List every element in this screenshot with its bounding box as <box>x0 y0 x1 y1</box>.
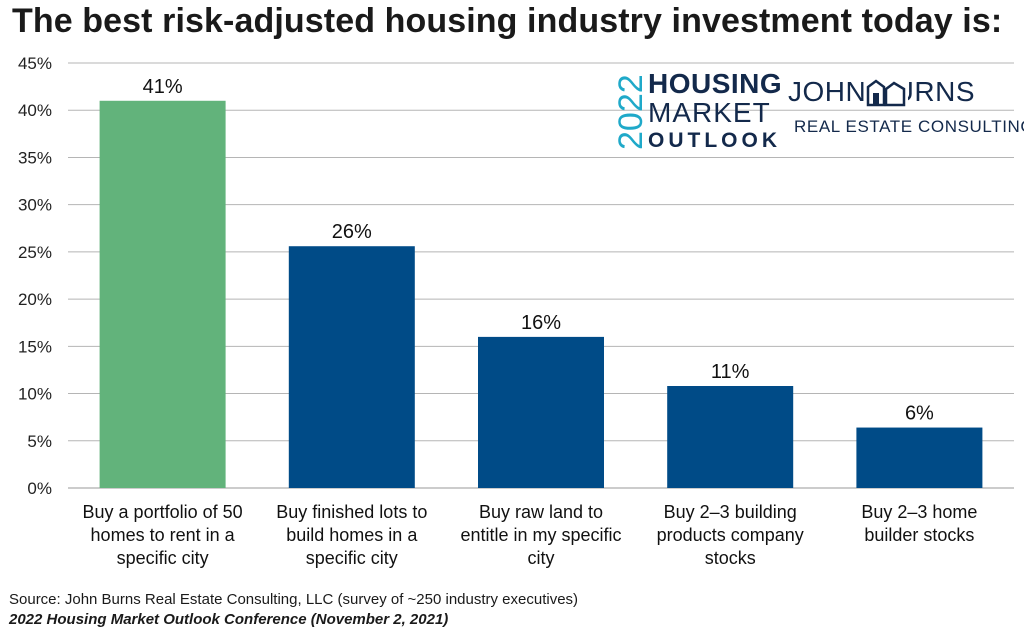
logo-group: 2022 HOUSING MARKET OUTLOOK JOHN BURNS R… <box>612 68 1024 152</box>
category-label-line: stocks <box>705 548 756 568</box>
logo-line-housing: HOUSING <box>648 68 783 99</box>
y-tick-label: 35% <box>18 148 52 167</box>
y-tick-label: 15% <box>18 337 52 356</box>
y-tick-label: 40% <box>18 101 52 120</box>
chart-title: The best risk-adjusted housing industry … <box>12 2 1003 40</box>
category-labels: Buy a portfolio of 50 homes to rent in a s… <box>83 502 978 568</box>
y-tick-label: 30% <box>18 196 52 215</box>
y-tick-label: 5% <box>27 432 52 451</box>
bars <box>99 100 983 489</box>
category-label-line: Buy 2–3 home <box>861 502 977 522</box>
data-label: 6% <box>905 403 934 425</box>
y-tick-label: 20% <box>18 290 52 309</box>
data-label: 41% <box>143 76 183 98</box>
logo-line-outlook: OUTLOOK <box>648 129 781 152</box>
housing-market-outlook-logo: HOUSING MARKET OUTLOOK <box>648 68 783 152</box>
category-label: Buy 2–3 home builder stocks <box>861 502 977 545</box>
year-mark: 2022 <box>612 74 646 150</box>
category-label-line: builder stocks <box>864 525 974 545</box>
data-label: 26% <box>332 221 372 243</box>
category-label: Buy finished lots to build homes in a spec… <box>276 502 427 568</box>
house-mark-icon <box>864 79 908 107</box>
category-label-line: Buy 2–3 building <box>664 502 797 522</box>
john-burns-logo: JOHN BURNS REAL ESTATE CONSULTING <box>788 76 1024 146</box>
logo-line-market: MARKET <box>648 97 771 128</box>
bar <box>478 336 604 488</box>
category-label-line: homes to rent in a <box>91 525 236 545</box>
category-label-line: Buy a portfolio of 50 <box>83 502 243 522</box>
y-tick-label: 10% <box>18 385 52 404</box>
bar <box>856 427 983 488</box>
y-axis-ticks: 0% 5% 10% 15% 20% 25% 30% 35% 40% 45% <box>18 54 52 498</box>
category-label-line: city <box>528 548 555 568</box>
logo-year: 2022 <box>612 74 646 150</box>
company-tagline: REAL ESTATE CONSULTING <box>794 117 1024 136</box>
y-tick-label: 45% <box>18 54 52 73</box>
y-tick-label: 25% <box>18 243 52 262</box>
bar <box>288 246 415 488</box>
category-label: Buy a portfolio of 50 homes to rent in a s… <box>83 502 243 568</box>
data-label: 11% <box>711 361 750 383</box>
category-label-line: entitle in my specific <box>460 525 621 545</box>
category-label-line: Buy finished lots to <box>276 502 427 522</box>
data-label: 16% <box>521 312 561 334</box>
category-label-line: build homes in a <box>286 525 418 545</box>
bar-chart: 0% 5% 10% 15% 20% 25% 30% 35% 40% 45% 41% 26% 16% 11… <box>18 54 1014 568</box>
category-label: Buy 2–3 building products company stocks <box>657 502 804 568</box>
bar <box>99 100 226 489</box>
category-label-line: specific city <box>306 548 398 568</box>
category-label-line: specific city <box>117 548 209 568</box>
data-labels: 41% 26% 16% 11% 6% <box>143 76 934 425</box>
source-note: Source: John Burns Real Estate Consultin… <box>9 591 579 608</box>
conference-note: 2022 Housing Market Outlook Conference (… <box>9 611 449 628</box>
bar <box>667 386 794 488</box>
y-tick-label: 0% <box>27 479 52 498</box>
category-label-line: Buy raw land to <box>479 502 603 522</box>
category-label-line: products company <box>657 525 804 545</box>
category-label: Buy raw land to entitle in my specific cit… <box>460 502 621 568</box>
